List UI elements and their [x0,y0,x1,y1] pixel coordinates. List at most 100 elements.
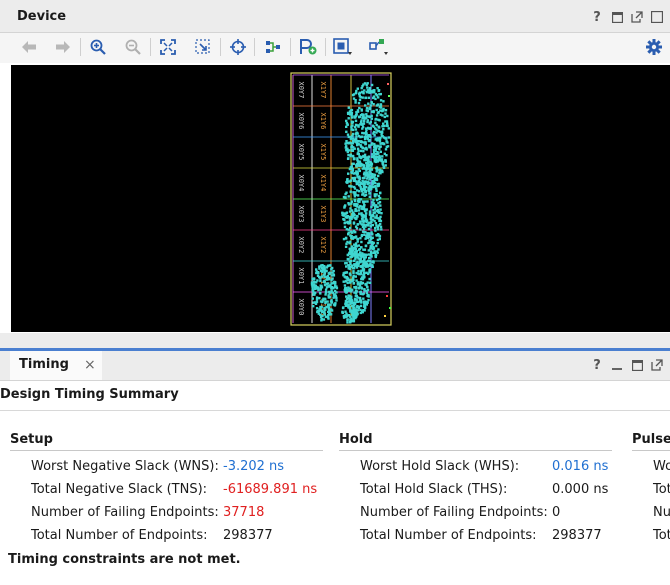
placed-cell [354,217,357,221]
placed-cell [356,223,359,226]
zoom-selection-icon[interactable] [192,36,214,58]
placed-cell [359,300,362,303]
placed-cell [374,149,377,152]
placed-cell [366,164,369,167]
placed-cell [355,286,358,290]
center-icon[interactable] [227,36,249,58]
restore-icon[interactable] [610,10,624,24]
device-outline[interactable] [290,72,392,326]
placed-cell [360,233,364,237]
placed-cell [342,237,346,241]
device-canvas[interactable] [11,65,670,332]
placed-cell [352,270,355,273]
placed-cell [376,251,379,254]
placed-cell [320,305,323,309]
placed-cell [361,125,365,129]
placed-cell [359,273,362,276]
placed-cell [346,157,350,160]
placed-cell [382,107,385,111]
placed-cell [332,274,336,277]
placed-cell [367,96,370,99]
placed-cell [361,147,365,150]
placed-cell [350,295,353,298]
placed-cell [361,179,364,183]
placed-cell [329,264,332,267]
float-icon[interactable] [650,358,664,372]
placed-cell [354,101,357,104]
placed-cell [349,207,352,210]
forward-icon[interactable] [52,36,74,58]
placed-cell [355,315,358,319]
minimize-icon[interactable] [610,358,624,372]
placed-cell [349,226,352,230]
placed-cell [384,159,387,162]
summary-divider [0,410,670,411]
placed-cell [355,266,359,269]
placed-cell [355,311,359,315]
placed-cell [356,157,359,160]
layers-icon[interactable] [368,36,390,58]
placed-cell [347,289,350,292]
placed-cell [367,272,370,276]
zoom-in-icon[interactable] [87,36,109,58]
help-icon[interactable]: ? [593,357,601,373]
add-pblock-icon[interactable] [297,36,319,58]
placed-cell [363,263,367,266]
placed-cell [355,170,358,173]
placed-cell [361,220,364,223]
device-floorplan[interactable]: X0Y7 X1Y7 X0Y6 X1Y6 X0Y5 X1Y5 X0Y4 X1Y4 X0Y3 X1Y3… [11,65,670,332]
placed-cell [375,177,378,180]
placed-cell [333,289,337,293]
settings-icon[interactable] [643,36,665,58]
setup-metric-value[interactable]: -61689.891 ns [223,482,318,497]
placed-cell [364,158,367,161]
placed-cell [358,247,362,251]
placed-cell [347,117,350,120]
placed-cell [329,284,332,287]
placed-cell [315,300,319,304]
placed-cell [367,234,370,238]
help-icon[interactable]: ? [593,9,601,25]
tab-timing[interactable]: Timing × [10,351,102,380]
draw-region-icon[interactable] [332,36,354,58]
route-icon[interactable] [262,36,284,58]
placed-cell [362,150,365,153]
placed-cell [378,237,381,241]
tab-close-icon[interactable]: × [84,357,96,373]
hold-metric-value[interactable]: 0.016 ns [552,459,609,474]
placed-cell [355,137,358,140]
float-icon[interactable] [630,10,644,24]
placed-cell [371,176,374,179]
toolbar-separator [220,38,221,56]
placed-cell [349,154,352,158]
placed-cell [377,96,380,99]
placed-cell [347,294,350,297]
restore-icon[interactable] [630,358,644,372]
placed-cell [357,198,360,201]
toolbar-separator [254,38,255,56]
placed-cell [350,254,353,258]
setup-metric-value[interactable]: 37718 [223,505,265,520]
pulse-metric-label: Wo [653,459,670,474]
fit-icon[interactable] [157,36,179,58]
placed-cell [368,173,371,176]
placed-cell [355,250,359,253]
placed-cell [341,213,344,216]
tab-timing-label: Timing [19,357,69,372]
placed-cell [361,281,365,285]
placed-cell [342,314,346,318]
back-icon[interactable] [18,36,40,58]
placed-cell [375,189,378,192]
placed-cell [353,187,357,190]
placed-cell [342,195,346,199]
placed-cell [321,300,324,304]
placed-cell [350,209,354,212]
close-icon[interactable] [650,10,664,24]
zoom-out-icon[interactable] [122,36,144,58]
placed-cell [375,123,378,127]
placed-cell [364,244,368,247]
placed-cell [349,310,352,313]
panel-divider[interactable] [0,333,670,349]
placed-cell [356,132,359,135]
setup-metric-value[interactable]: -3.202 ns [223,459,285,474]
